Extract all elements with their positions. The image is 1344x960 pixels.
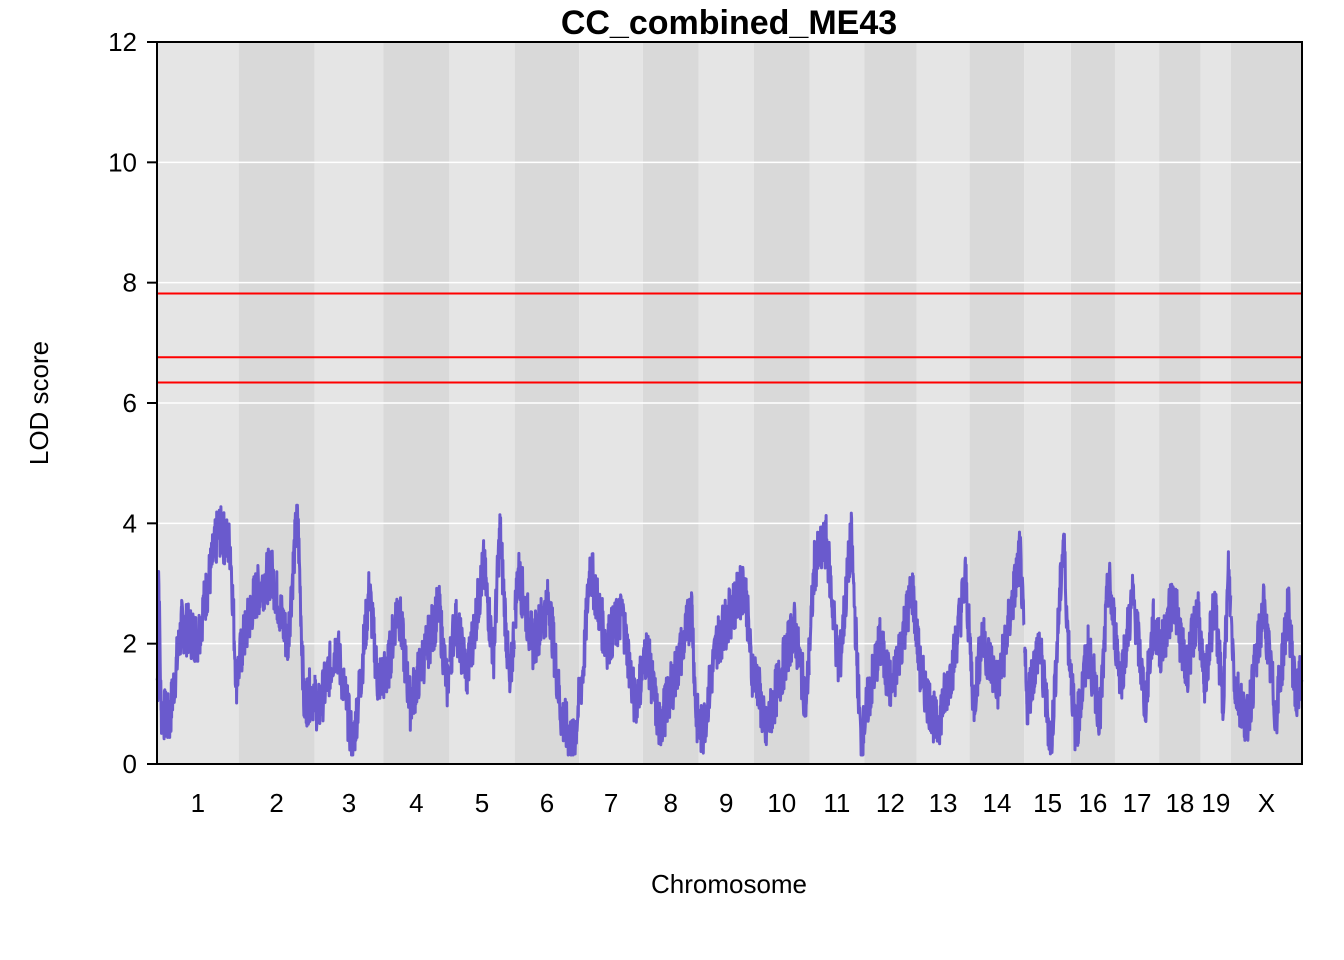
x-tick-label-4: 4	[409, 788, 423, 818]
lod-segment-chr-13	[915, 556, 971, 746]
lod-segment-chr-4	[382, 584, 451, 732]
x-tick-label-2: 2	[269, 788, 283, 818]
y-tick-label-10: 10	[108, 147, 137, 177]
x-tick-label-17: 17	[1123, 788, 1152, 818]
lod-segment-chr-9	[697, 565, 756, 755]
lod-segment-chr-16	[1069, 561, 1117, 752]
y-tick-label-2: 2	[123, 629, 137, 659]
lod-segment-chr-11	[808, 511, 866, 757]
x-tick-label-15: 15	[1033, 788, 1062, 818]
x-tick-label-19: 19	[1201, 788, 1230, 818]
y-tick-label-0: 0	[123, 749, 137, 779]
y-axis: 0 2 4 6 8 10 12	[108, 27, 158, 779]
x-tick-label-1: 1	[191, 788, 205, 818]
lod-segment-chr-7	[578, 552, 644, 724]
lod-segment-chr-5	[448, 513, 516, 695]
lod-segment-chr-15	[1023, 532, 1073, 756]
y-axis-label: LOD score	[24, 341, 54, 465]
x-tick-label-10: 10	[767, 788, 796, 818]
x-tick-label-14: 14	[983, 788, 1012, 818]
lod-segment-chr-8	[641, 591, 700, 747]
x-axis: 1 2 3 4 5 6 7 8 9 10 11 12 13 14 15 16 17 18 19 X	[191, 788, 1276, 818]
lod-segment-chr-2	[237, 503, 316, 728]
lod-segment-chr-18	[1157, 582, 1202, 693]
lod-segment-chr-X	[1229, 583, 1304, 742]
x-tick-label-3: 3	[342, 788, 356, 818]
chart-title: CC_combined_ME43	[561, 4, 897, 42]
x-tick-label-18: 18	[1165, 788, 1194, 818]
lod-segment-chr-6	[513, 551, 581, 757]
lod-segment-chr-12	[863, 572, 918, 735]
x-tick-label-8: 8	[663, 788, 677, 818]
lod-segment-chr-17	[1113, 573, 1161, 723]
lod-segment-chr-14	[968, 530, 1026, 723]
lod-segment-chr-3	[313, 571, 385, 757]
gridlines	[157, 161, 1302, 645]
threshold-lines	[157, 292, 1302, 384]
lod-segment-chr-19	[1199, 550, 1233, 721]
x-tick-label-5: 5	[475, 788, 489, 818]
y-tick-label-6: 6	[123, 388, 137, 418]
lod-segment-chr-1	[155, 505, 240, 741]
x-tick-label-16: 16	[1078, 788, 1107, 818]
x-tick-label-X: X	[1258, 788, 1275, 818]
lod-segment-chr-10	[752, 601, 811, 747]
lod-curve	[155, 503, 1304, 757]
x-tick-label-9: 9	[719, 788, 733, 818]
x-tick-label-6: 6	[540, 788, 554, 818]
x-axis-label: Chromosome	[651, 869, 807, 899]
y-tick-label-4: 4	[123, 508, 137, 538]
x-tick-label-12: 12	[876, 788, 905, 818]
x-tick-label-11: 11	[823, 788, 850, 818]
x-tick-label-7: 7	[604, 788, 618, 818]
y-tick-label-8: 8	[123, 268, 137, 298]
y-tick-label-12: 12	[108, 27, 137, 57]
x-tick-label-13: 13	[929, 788, 958, 818]
